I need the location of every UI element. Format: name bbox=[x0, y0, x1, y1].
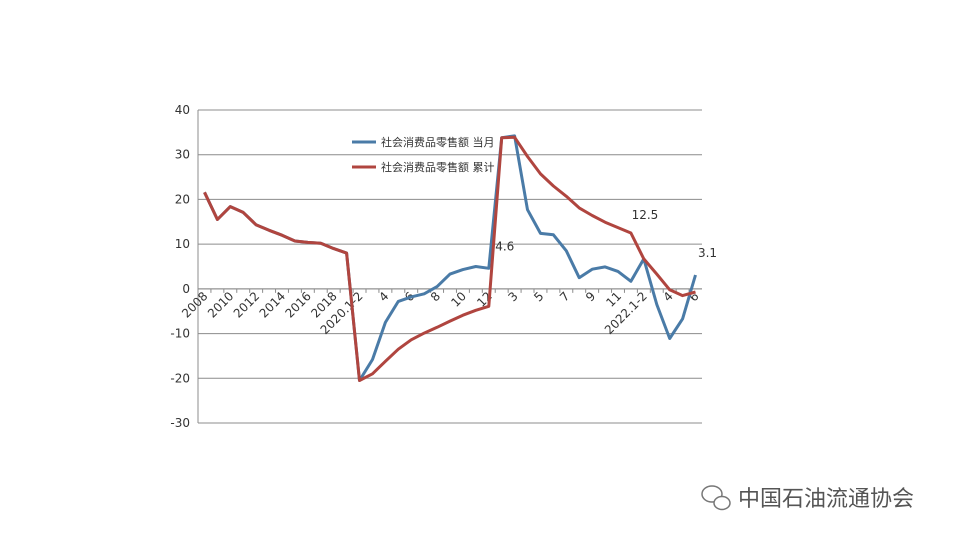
data-label: 12.5 bbox=[632, 208, 659, 222]
data-label: 3.1 bbox=[698, 246, 717, 260]
y-tick-label: -10 bbox=[170, 327, 190, 341]
x-tick-label: 4 bbox=[376, 289, 391, 304]
y-tick-label: 30 bbox=[175, 148, 190, 162]
y-tick-label: 40 bbox=[175, 103, 190, 117]
x-tick-label: 9 bbox=[583, 289, 598, 304]
y-tick-label: 0 bbox=[182, 282, 190, 296]
x-tick-label: 2012 bbox=[231, 289, 262, 320]
y-tick-label: 10 bbox=[175, 237, 190, 251]
x-tick-label: 2014 bbox=[257, 289, 288, 320]
y-tick-label: -20 bbox=[170, 371, 190, 385]
x-tick-label: 5 bbox=[531, 289, 546, 304]
series-line bbox=[203, 135, 696, 382]
y-tick-label: -30 bbox=[170, 416, 190, 430]
x-tick-label: 10 bbox=[448, 289, 469, 310]
x-tick-label: 11 bbox=[603, 289, 624, 310]
x-tick-label: 2016 bbox=[282, 289, 313, 320]
y-tick-label: 20 bbox=[175, 192, 190, 206]
data-label: 4.6 bbox=[495, 239, 514, 253]
legend-label: 社会消费品零售额 当月 bbox=[381, 135, 495, 149]
x-tick-label: 2010 bbox=[205, 289, 236, 320]
x-tick-label: 3 bbox=[505, 289, 520, 304]
legend-label: 社会消费品零售额 累计 bbox=[381, 160, 495, 174]
watermark-icon bbox=[701, 485, 731, 511]
watermark: 中国石油流通协会 bbox=[738, 487, 914, 512]
x-tick-label: 7 bbox=[557, 289, 572, 304]
